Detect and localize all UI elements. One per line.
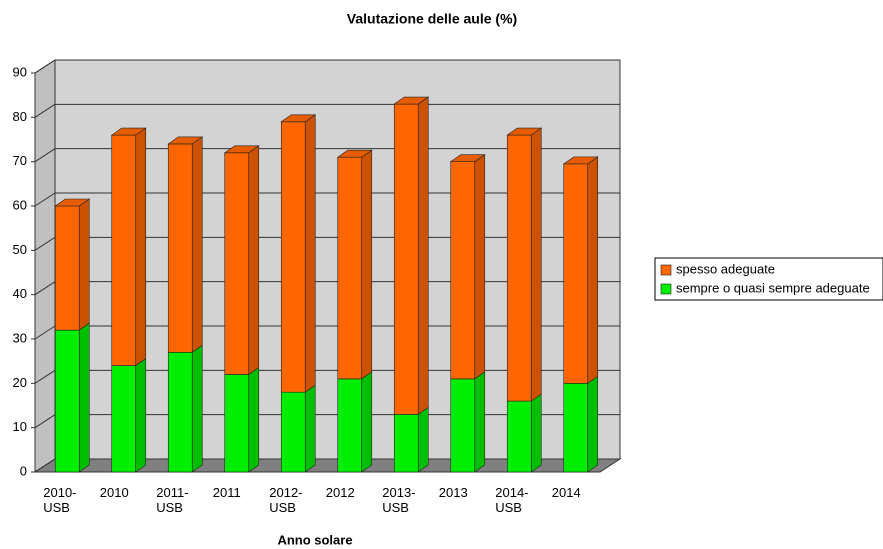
bar bbox=[450, 378, 476, 473]
bar bbox=[167, 351, 193, 473]
y-tick-label: 70 bbox=[13, 153, 27, 168]
bar-top bbox=[54, 198, 91, 207]
bar bbox=[224, 152, 250, 375]
x-tick-label: 2014-USB bbox=[495, 485, 529, 515]
grid-line bbox=[34, 325, 56, 340]
bar bbox=[563, 163, 589, 384]
bar bbox=[54, 205, 80, 331]
bar-side bbox=[248, 366, 260, 473]
bar-side bbox=[135, 358, 147, 473]
x-tick-label: 2011-USB bbox=[156, 485, 189, 515]
legend-label: sempre o quasi sempre adeguate bbox=[676, 280, 870, 295]
bar bbox=[280, 121, 306, 393]
bar-side bbox=[417, 406, 429, 473]
x-tick-label: 2011 bbox=[212, 485, 241, 500]
grid-line bbox=[34, 281, 56, 296]
x-tick-label: 2013 bbox=[438, 485, 468, 500]
bar-top bbox=[167, 136, 204, 145]
legend-label: spesso adeguate bbox=[676, 261, 775, 276]
bar-side bbox=[78, 198, 90, 331]
bar-side bbox=[361, 371, 373, 473]
bar-top bbox=[506, 127, 543, 136]
legend-swatch bbox=[660, 283, 672, 295]
grid-line bbox=[34, 236, 56, 251]
legend-swatch bbox=[660, 264, 672, 276]
x-axis-label: Anno solare bbox=[277, 532, 352, 547]
grid-line bbox=[34, 103, 56, 118]
bar bbox=[224, 374, 250, 473]
bar-side bbox=[587, 156, 599, 384]
bar bbox=[393, 103, 419, 415]
bar bbox=[167, 143, 193, 353]
bar-top bbox=[223, 145, 260, 154]
y-tick-label: 40 bbox=[13, 286, 27, 301]
x-tick-label: 2012 bbox=[325, 485, 355, 500]
bar bbox=[506, 134, 532, 402]
y-tick-label: 10 bbox=[13, 419, 27, 434]
bar-top bbox=[280, 114, 317, 123]
bar bbox=[393, 414, 419, 473]
bar-side bbox=[530, 127, 542, 402]
chart-title: Valutazione delle aule (%) bbox=[347, 11, 517, 27]
y-tick-label: 50 bbox=[13, 242, 27, 257]
bar-side bbox=[474, 154, 486, 380]
bar-side bbox=[78, 322, 90, 473]
bar-side bbox=[191, 136, 203, 353]
grid-line bbox=[34, 148, 56, 163]
bar-side bbox=[361, 149, 373, 380]
x-tick-label: 2010-USB bbox=[43, 485, 77, 515]
bar bbox=[506, 400, 532, 473]
bar-top bbox=[393, 96, 430, 105]
bar bbox=[337, 378, 363, 473]
bar bbox=[111, 134, 137, 366]
y-tick-label: 20 bbox=[13, 375, 27, 390]
y-tick-label: 80 bbox=[13, 109, 27, 124]
bar-side bbox=[248, 145, 260, 376]
bar-top bbox=[110, 127, 147, 136]
bar-side bbox=[304, 384, 316, 473]
bar-side bbox=[135, 127, 147, 367]
x-tick-label: 2014 bbox=[551, 485, 581, 500]
grid-line bbox=[34, 192, 56, 207]
y-tick-label: 60 bbox=[13, 197, 27, 212]
bar-side bbox=[530, 393, 542, 473]
grid-line bbox=[34, 414, 56, 429]
grid-line bbox=[34, 59, 56, 74]
side-wall bbox=[34, 59, 56, 473]
y-tick-label: 30 bbox=[13, 330, 27, 345]
legend-box bbox=[654, 257, 883, 301]
bar-top bbox=[562, 156, 599, 165]
x-tick-label: 2013-USB bbox=[382, 485, 416, 515]
bar bbox=[563, 383, 589, 473]
bar bbox=[54, 329, 80, 473]
bar-side bbox=[587, 375, 599, 473]
bar-top bbox=[336, 149, 373, 158]
bar-side bbox=[417, 96, 429, 415]
bar bbox=[111, 365, 137, 473]
grid-line bbox=[34, 458, 56, 473]
x-tick-label: 2012-USB bbox=[269, 485, 303, 515]
bar bbox=[337, 156, 363, 380]
bar-top bbox=[449, 154, 486, 162]
bar bbox=[450, 161, 476, 380]
grid-line bbox=[34, 369, 56, 384]
bar bbox=[280, 391, 306, 473]
x-tick-label: 2010 bbox=[99, 485, 129, 500]
y-tick-label: 90 bbox=[13, 64, 27, 79]
bar-side bbox=[191, 344, 203, 473]
y-tick-label: 0 bbox=[20, 463, 27, 478]
bar-side bbox=[304, 114, 316, 393]
bar-side bbox=[474, 371, 486, 473]
